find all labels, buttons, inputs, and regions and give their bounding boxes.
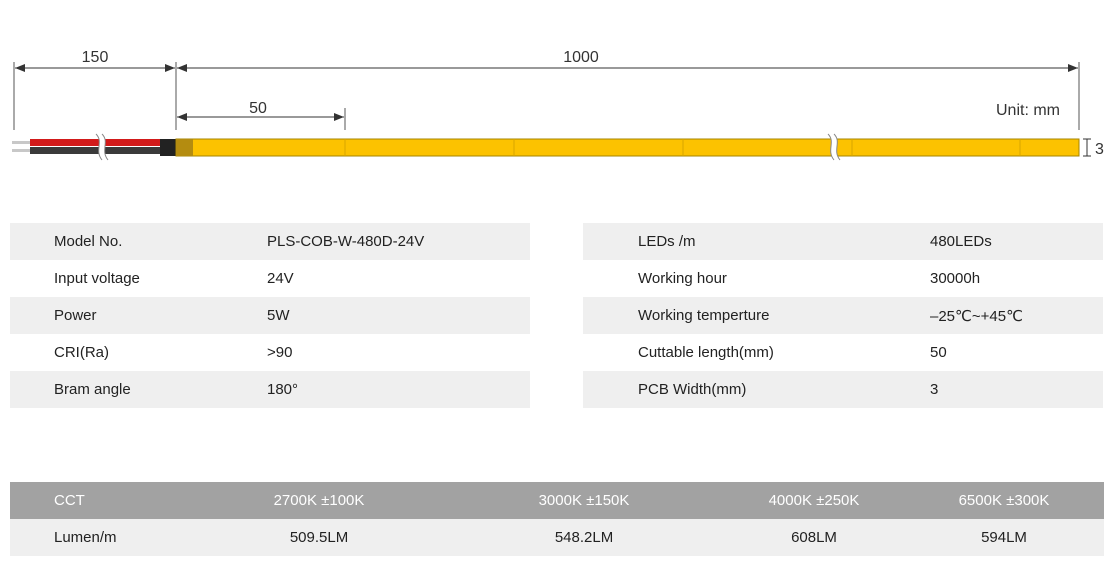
spec-row: Cuttable length(mm) 50: [583, 334, 1103, 371]
spec-row: Working temperture –25℃~+45℃: [583, 297, 1103, 334]
lumen-cell: 548.2LM: [444, 519, 724, 556]
spec-label: Bram angle: [10, 371, 267, 408]
cct-header-cell: CCT: [10, 482, 194, 519]
spec-label: PCB Width(mm): [583, 371, 930, 408]
spec-label: CRI(Ra): [54, 344, 109, 361]
spec-value: 30000h: [930, 270, 981, 287]
wire-leads: [12, 133, 176, 161]
led-strip-drawing: 150 1000 50 Unit: mm 3: [12, 49, 1104, 161]
spec-label: Working hour: [638, 270, 727, 287]
spec-value: PLS-COB-W-480D-24V: [267, 223, 530, 260]
spec-table-left: Model No. PLS-COB-W-480D-24V Input volta…: [10, 223, 530, 408]
spec-value: 3: [930, 371, 1103, 408]
lumen-row: Lumen/m 509.5LM 548.2LM 608LM 594LM: [10, 519, 1104, 556]
spec-value: 24V: [267, 270, 294, 287]
cct-header-cell: 6500K ±300K: [904, 482, 1104, 519]
spec-value: >90: [267, 344, 293, 361]
spec-row: Bram angle 180°: [10, 371, 530, 408]
led-strip: [175, 133, 1080, 161]
spec-row: Power 5W: [10, 297, 530, 334]
lumen-cell: 509.5LM: [194, 519, 444, 556]
unit-label: Unit: mm: [996, 102, 1060, 119]
spec-label: Model No.: [10, 223, 267, 260]
spec-label: Working temperture: [583, 297, 930, 334]
cct-header-cell: 2700K ±100K: [194, 482, 444, 519]
spec-row: LEDs /m 480LEDs: [583, 223, 1103, 260]
cct-header-cell: 3000K ±150K: [444, 482, 724, 519]
spec-value: 50: [930, 344, 947, 361]
spec-table-right: LEDs /m 480LEDs Working hour 30000h Work…: [583, 223, 1103, 408]
cct-header-row: CCT 2700K ±100K 3000K ±150K 4000K ±250K …: [10, 482, 1104, 519]
strip-end-cap: [176, 139, 193, 156]
strip-dim-label: 1000: [563, 49, 599, 66]
spec-label: Input voltage: [54, 270, 140, 287]
lumen-cell: 608LM: [724, 519, 904, 556]
lumen-cell: 594LM: [904, 519, 1104, 556]
wire-dim-label: 150: [82, 49, 109, 66]
spec-value: –25℃~+45℃: [930, 297, 1103, 334]
spec-row: PCB Width(mm) 3: [583, 371, 1103, 408]
spec-row: Input voltage 24V: [10, 260, 530, 297]
spec-value: 480LEDs: [930, 223, 1103, 260]
spec-row: Model No. PLS-COB-W-480D-24V: [10, 223, 530, 260]
spec-value: 180°: [267, 371, 530, 408]
cut-dim-label: 50: [249, 100, 267, 117]
lumen-cell: Lumen/m: [10, 519, 194, 556]
spec-row: CRI(Ra) >90: [10, 334, 530, 371]
spec-row: Working hour 30000h: [583, 260, 1103, 297]
spec-label: Power: [10, 297, 267, 334]
spec-label: Cuttable length(mm): [638, 344, 774, 361]
cct-header-cell: 4000K ±250K: [724, 482, 904, 519]
spec-value: 5W: [267, 297, 530, 334]
cct-lumen-table: CCT 2700K ±100K 3000K ±150K 4000K ±250K …: [10, 482, 1104, 556]
width-dim-label: 3: [1095, 141, 1104, 158]
spec-label: LEDs /m: [583, 223, 930, 260]
